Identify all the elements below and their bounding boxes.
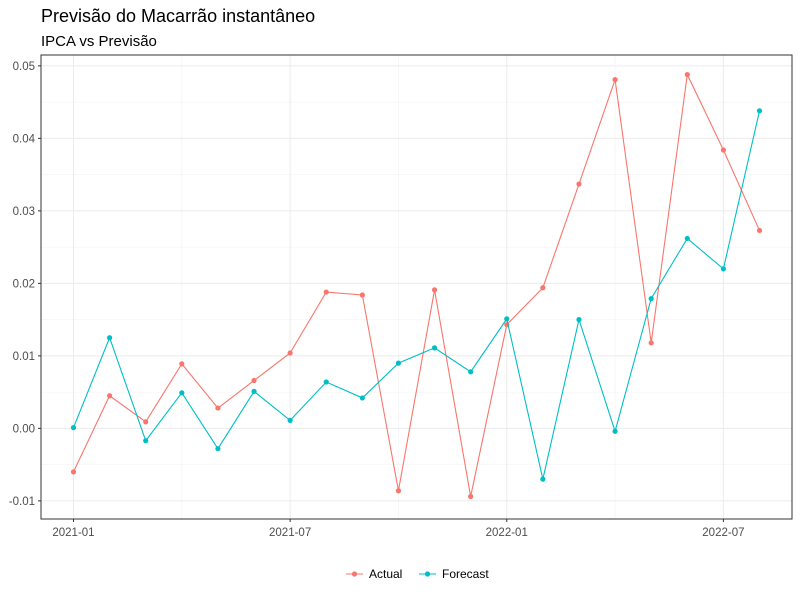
legend-item-actual: Actual [346, 567, 402, 581]
actual-point [684, 71, 690, 78]
actual-point [756, 227, 763, 234]
forecast-point [756, 108, 763, 114]
chart-title: Previsão do Macarrão instantâneo [41, 6, 316, 26]
forecast-point [540, 476, 546, 482]
y-tick-label: 0.02 [13, 278, 35, 290]
y-tick-label: -0.01 [9, 496, 35, 508]
forecast-point [251, 388, 257, 394]
plot-panel-border [40, 54, 793, 520]
forecast-point [576, 317, 582, 323]
x-tick-label: 2022-07 [702, 527, 744, 539]
legend-key-point [351, 571, 358, 577]
legend: Actual Forecast [346, 567, 489, 581]
actual-point [70, 469, 77, 475]
legend-item-forecast: Forecast [419, 567, 489, 581]
actual-point [468, 493, 474, 500]
forecast-point [720, 266, 726, 272]
forecast-series [70, 108, 763, 482]
y-tick-label: 0.00 [13, 423, 35, 435]
actual-point [720, 147, 726, 153]
actual-point [576, 181, 582, 187]
actual-point [179, 361, 185, 367]
actual-point [612, 77, 618, 83]
actual-point [215, 405, 221, 411]
actual-line [72, 72, 761, 497]
forecast-point [323, 379, 329, 385]
chart-subtitle: IPCA vs Previsão [41, 33, 157, 50]
forecast-point [468, 369, 474, 375]
y-tick-label: 0.05 [13, 61, 35, 73]
actual-point [323, 289, 329, 295]
forecast-point [107, 335, 113, 341]
actual-point [287, 350, 293, 356]
actual-series [70, 71, 763, 500]
actual-point [395, 488, 402, 494]
actual-point [431, 287, 438, 293]
axes: -0.01 0.00 0.01 0.02 0.03 0.04 0.05 2021-01 2021… [9, 61, 745, 539]
actual-point [251, 377, 257, 384]
actual-point [143, 419, 149, 425]
legend-label: Forecast [442, 567, 489, 581]
actual-point [648, 340, 654, 346]
forecast-point [70, 425, 77, 431]
legend-label: Actual [369, 567, 402, 581]
forecast-point [684, 235, 690, 242]
forecast-point [504, 316, 510, 322]
forecast-point [215, 446, 221, 452]
forecast-point [431, 345, 438, 351]
x-tick-label: 2022-01 [486, 527, 528, 539]
series-layer [70, 71, 763, 500]
x-tick-label: 2021-07 [269, 527, 311, 539]
y-tick-label: 0.01 [13, 351, 35, 363]
grid-lines [41, 55, 792, 519]
forecast-point [612, 428, 618, 434]
forecast-point [648, 296, 654, 302]
forecast-point [359, 395, 365, 401]
legend-key-point [424, 571, 431, 577]
forecast-line [72, 110, 761, 480]
forecast-point [287, 417, 293, 423]
forecast-point [395, 360, 402, 366]
x-tick-label: 2021-01 [52, 527, 94, 539]
actual-point [107, 393, 113, 399]
forecast-point [179, 390, 185, 396]
actual-point [359, 292, 365, 298]
y-tick-label: 0.03 [13, 206, 35, 218]
y-tick-label: 0.04 [13, 133, 36, 145]
actual-point [540, 285, 546, 291]
forecast-point [143, 438, 149, 444]
